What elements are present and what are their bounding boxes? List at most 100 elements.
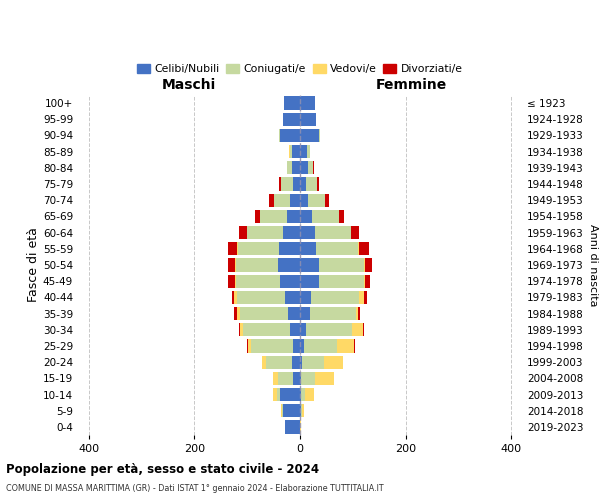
Bar	[227, 258, 235, 272]
Bar	[354, 340, 355, 352]
Bar	[243, 323, 290, 336]
Bar	[302, 404, 304, 417]
Bar	[293, 178, 300, 190]
Text: Popolazione per età, sesso e stato civile - 2024: Popolazione per età, sesso e stato civil…	[6, 462, 319, 475]
Bar	[238, 242, 279, 256]
Text: Femmine: Femmine	[376, 78, 446, 92]
Bar	[307, 323, 352, 336]
Bar	[274, 194, 290, 207]
Bar	[302, 356, 325, 369]
Bar	[359, 290, 364, 304]
Bar	[283, 404, 300, 417]
Bar	[239, 226, 247, 239]
Bar	[300, 258, 319, 272]
Bar	[227, 274, 235, 288]
Bar	[308, 161, 313, 174]
Bar	[300, 274, 319, 288]
Bar	[236, 290, 285, 304]
Bar	[304, 340, 337, 352]
Text: COMUNE DI MASSA MARITTIMA (GR) - Dati ISTAT 1° gennaio 2024 - Elaborazione TUTTI: COMUNE DI MASSA MARITTIMA (GR) - Dati IS…	[6, 484, 383, 493]
Bar	[319, 274, 364, 288]
Bar	[266, 356, 292, 369]
Bar	[300, 356, 302, 369]
Bar	[236, 274, 280, 288]
Bar	[300, 194, 308, 207]
Bar	[307, 145, 310, 158]
Bar	[236, 307, 240, 320]
Bar	[279, 242, 300, 256]
Bar	[293, 340, 300, 352]
Bar	[300, 340, 304, 352]
Bar	[279, 129, 280, 142]
Bar	[317, 178, 319, 190]
Legend: Celibi/Nubili, Coniugati/e, Vedovi/e, Divorziati/e: Celibi/Nubili, Coniugati/e, Vedovi/e, Di…	[133, 60, 467, 78]
Bar	[262, 356, 266, 369]
Bar	[351, 226, 359, 239]
Bar	[232, 290, 235, 304]
Bar	[300, 178, 307, 190]
Bar	[300, 290, 311, 304]
Bar	[269, 194, 274, 207]
Bar	[300, 307, 310, 320]
Bar	[240, 323, 243, 336]
Text: Maschi: Maschi	[162, 78, 216, 92]
Bar	[300, 210, 311, 223]
Bar	[293, 372, 300, 385]
Bar	[280, 388, 300, 401]
Bar	[281, 404, 282, 417]
Bar	[280, 274, 300, 288]
Bar	[287, 161, 292, 174]
Bar	[235, 290, 236, 304]
Bar	[272, 372, 278, 385]
Y-axis label: Anni di nascita: Anni di nascita	[588, 224, 598, 306]
Bar	[300, 96, 315, 110]
Bar	[235, 307, 236, 320]
Bar	[315, 372, 334, 385]
Bar	[305, 388, 314, 401]
Bar	[272, 388, 277, 401]
Bar	[358, 242, 359, 256]
Bar	[285, 290, 300, 304]
Bar	[325, 356, 343, 369]
Bar	[301, 404, 302, 417]
Bar	[260, 210, 287, 223]
Bar	[300, 129, 319, 142]
Bar	[287, 210, 300, 223]
Bar	[319, 129, 320, 142]
Bar	[316, 242, 358, 256]
Bar	[365, 274, 370, 288]
Bar	[277, 388, 280, 401]
Bar	[300, 226, 315, 239]
Bar	[290, 145, 292, 158]
Bar	[311, 210, 339, 223]
Y-axis label: Fasce di età: Fasce di età	[27, 228, 40, 302]
Bar	[239, 323, 240, 336]
Bar	[319, 258, 364, 272]
Bar	[352, 323, 364, 336]
Bar	[278, 372, 293, 385]
Bar	[365, 258, 373, 272]
Bar	[278, 258, 300, 272]
Bar	[300, 323, 307, 336]
Bar	[301, 388, 305, 401]
Bar	[300, 242, 316, 256]
Bar	[240, 307, 289, 320]
Bar	[300, 161, 308, 174]
Bar	[290, 323, 300, 336]
Bar	[339, 210, 344, 223]
Bar	[285, 420, 300, 434]
Bar	[283, 112, 300, 126]
Bar	[300, 145, 307, 158]
Bar	[311, 290, 359, 304]
Bar	[301, 372, 315, 385]
Bar	[308, 194, 325, 207]
Bar	[292, 145, 300, 158]
Bar	[289, 307, 300, 320]
Bar	[279, 178, 281, 190]
Bar	[358, 307, 360, 320]
Bar	[313, 161, 314, 174]
Bar	[284, 96, 300, 110]
Bar	[359, 242, 369, 256]
Bar	[247, 226, 283, 239]
Bar	[247, 340, 248, 352]
